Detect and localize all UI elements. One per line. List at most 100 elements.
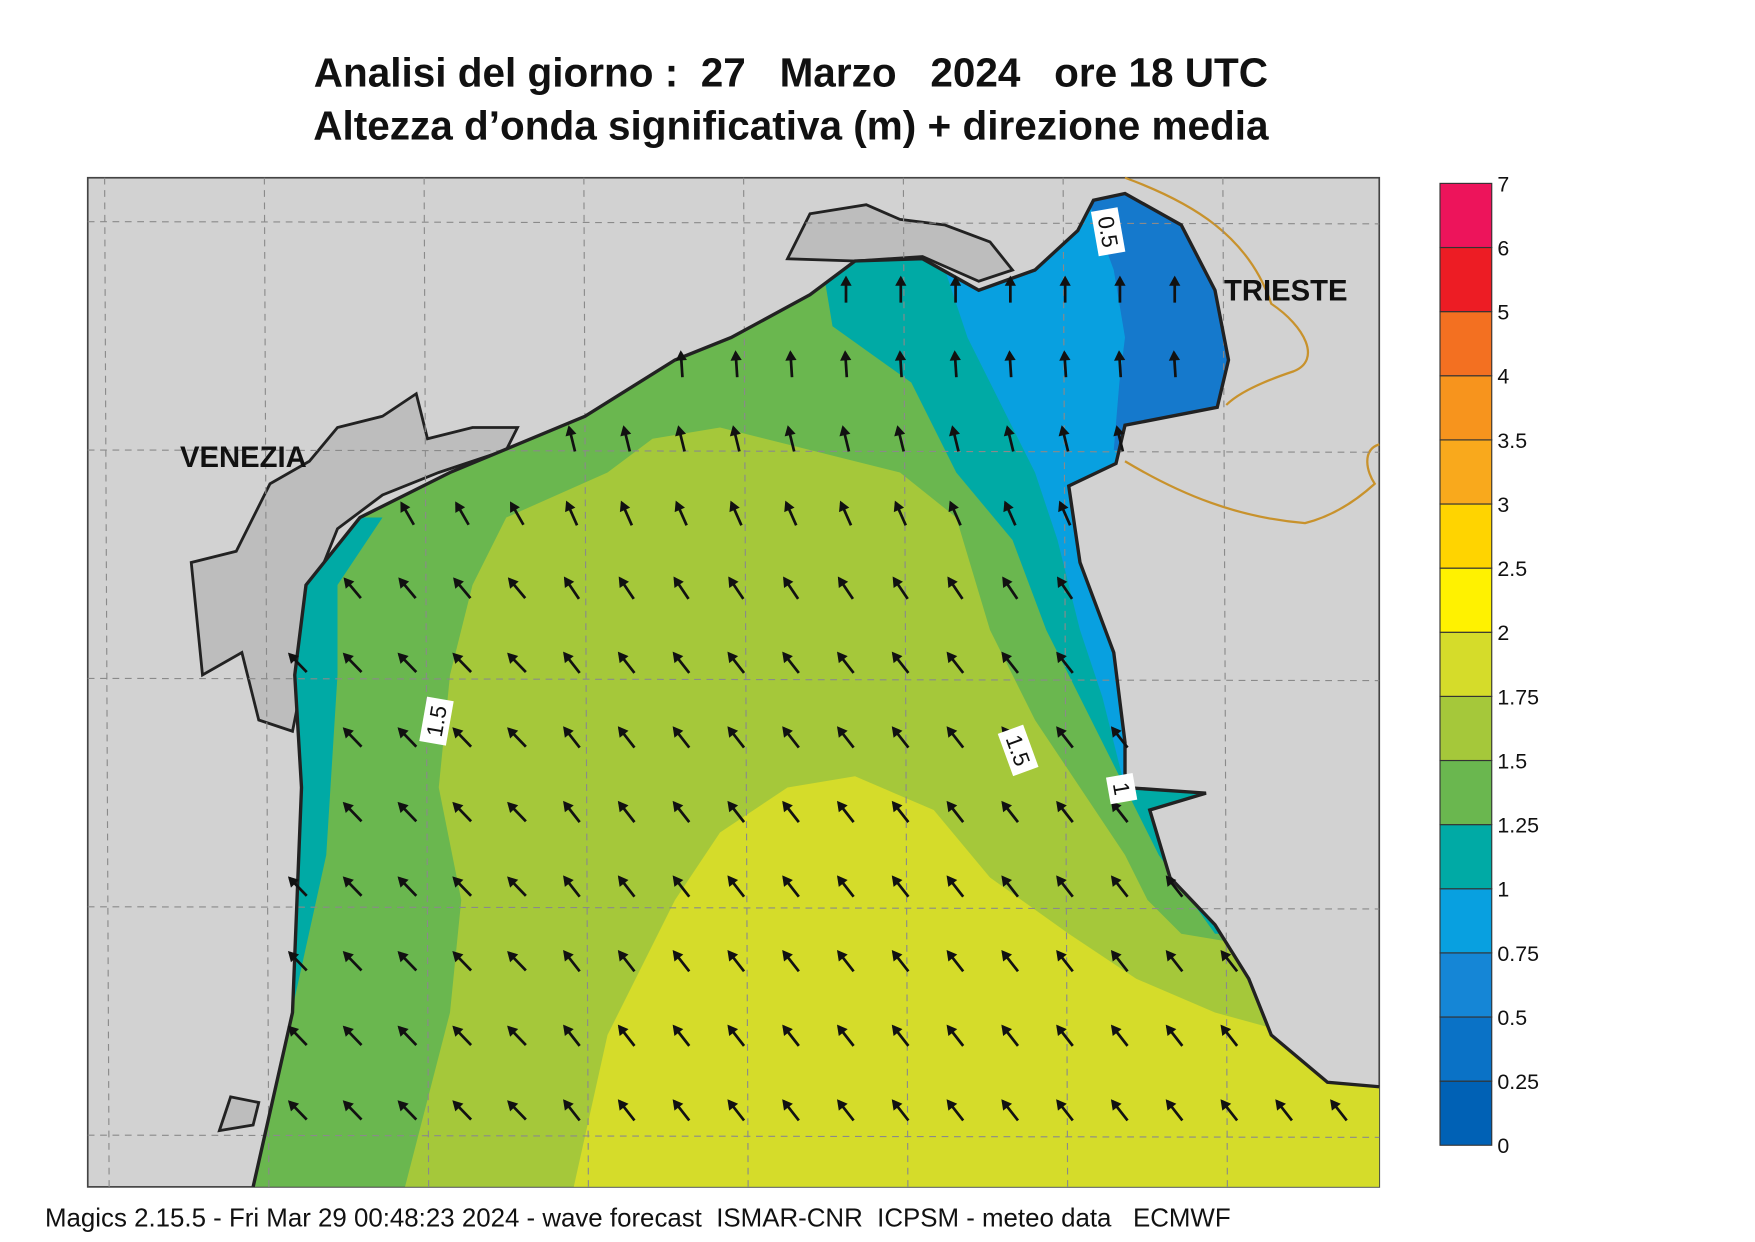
direction-arrow bbox=[1001, 651, 1020, 674]
direction-arrow bbox=[452, 1025, 473, 1046]
direction-arrow bbox=[342, 1100, 363, 1121]
direction-arrow bbox=[782, 875, 800, 898]
arrow-head bbox=[453, 577, 464, 589]
arrow-head bbox=[1001, 651, 1013, 664]
colorbar-swatch bbox=[1439, 246, 1493, 313]
colorbar-swatch bbox=[1439, 888, 1493, 954]
direction-arrow bbox=[837, 576, 855, 600]
arrow-head bbox=[452, 876, 464, 888]
arrow-head bbox=[947, 576, 958, 589]
arrow-head bbox=[342, 1025, 354, 1037]
colorbar-swatch bbox=[1439, 631, 1493, 697]
direction-arrow bbox=[672, 950, 691, 973]
arrow-head bbox=[1165, 950, 1177, 962]
arrow-head bbox=[1114, 275, 1126, 286]
arrows bbox=[287, 275, 1348, 1122]
arrow-head bbox=[1110, 875, 1122, 887]
arrow-head bbox=[1165, 875, 1177, 887]
direction-arrow bbox=[782, 950, 800, 973]
direction-arrow bbox=[452, 1100, 473, 1121]
arrow-head bbox=[727, 950, 739, 962]
colorbar-label: 5 bbox=[1497, 301, 1509, 325]
arrow-head bbox=[1002, 576, 1013, 589]
arrow-head bbox=[672, 726, 684, 738]
colorbar-label: 1 bbox=[1497, 878, 1509, 902]
direction-arrow bbox=[730, 350, 742, 378]
direction-arrow bbox=[1001, 1099, 1020, 1122]
grid-line bbox=[87, 221, 1380, 225]
arrow-head bbox=[672, 651, 684, 664]
direction-arrow bbox=[836, 800, 855, 823]
arrow-head bbox=[397, 1025, 409, 1037]
arrow-head bbox=[1001, 875, 1013, 887]
arrow-head bbox=[783, 576, 794, 589]
direction-arrow bbox=[836, 1024, 855, 1047]
arrow-head bbox=[727, 875, 739, 887]
direction-arrow bbox=[946, 1024, 965, 1047]
arrow-head bbox=[1220, 1024, 1232, 1037]
direction-arrow bbox=[342, 652, 363, 674]
direction-arrow bbox=[839, 425, 851, 452]
contour-text: 1 bbox=[1108, 780, 1135, 797]
arrow-head bbox=[563, 1024, 574, 1037]
arrow-head bbox=[618, 576, 630, 589]
arrow-head bbox=[397, 1100, 409, 1112]
colorbar-label: 0.75 bbox=[1497, 942, 1539, 966]
direction-arrow bbox=[673, 576, 690, 600]
arrow-head bbox=[946, 875, 958, 887]
direction-arrow bbox=[727, 651, 746, 674]
arrow-head bbox=[342, 876, 354, 888]
arrow-head bbox=[617, 1024, 629, 1037]
direction-arrow bbox=[1110, 875, 1129, 898]
direction-arrow bbox=[1002, 576, 1019, 600]
direction-arrow bbox=[287, 951, 308, 972]
arrow-head bbox=[1113, 425, 1125, 437]
direction-arrow bbox=[397, 951, 418, 972]
arrow-head bbox=[1003, 425, 1015, 437]
direction-arrow bbox=[946, 726, 965, 749]
direction-arrow bbox=[782, 651, 800, 674]
direction-arrow bbox=[1001, 875, 1020, 898]
arrow-head bbox=[728, 576, 739, 589]
direction-arrow bbox=[619, 500, 634, 526]
direction-arrow bbox=[452, 652, 473, 674]
border-line bbox=[1124, 176, 1380, 525]
arrow-head bbox=[563, 576, 575, 589]
colorbar-label: 1.5 bbox=[1497, 749, 1527, 773]
direction-arrow bbox=[620, 425, 632, 452]
arrow-head bbox=[617, 950, 629, 962]
direction-arrow bbox=[1220, 950, 1239, 973]
arrow-head bbox=[619, 500, 631, 513]
arrow-head bbox=[563, 875, 574, 887]
arrow-head bbox=[673, 576, 684, 589]
arrow-head bbox=[727, 1024, 739, 1037]
arrow-head bbox=[891, 800, 903, 813]
arrow-head bbox=[946, 651, 958, 664]
arrow-head bbox=[785, 350, 797, 361]
direction-arrow bbox=[1220, 1099, 1239, 1122]
arrow-head bbox=[563, 1099, 574, 1111]
direction-arrow bbox=[782, 726, 800, 749]
direction-arrow bbox=[1275, 1099, 1293, 1122]
direction-arrow bbox=[675, 425, 687, 452]
direction-arrow bbox=[617, 800, 636, 823]
direction-arrow bbox=[1056, 875, 1074, 898]
direction-arrow bbox=[894, 425, 906, 452]
direction-arrow bbox=[1056, 1024, 1074, 1047]
arrow-head bbox=[782, 875, 793, 887]
direction-arrow bbox=[342, 876, 363, 897]
arrow-head bbox=[672, 1099, 684, 1111]
direction-arrow bbox=[397, 801, 418, 823]
arrow-head bbox=[397, 727, 409, 739]
direction-arrow bbox=[946, 950, 965, 973]
arrow-head bbox=[1220, 1099, 1232, 1111]
direction-arrow bbox=[672, 800, 691, 823]
direction-arrow bbox=[782, 800, 800, 823]
direction-arrow bbox=[342, 951, 363, 972]
grid-line bbox=[87, 449, 1380, 453]
direction-arrow bbox=[672, 1024, 691, 1047]
arrow-head bbox=[1056, 726, 1067, 738]
direction-arrow bbox=[891, 875, 910, 898]
colorbar-swatch bbox=[1439, 824, 1493, 890]
colorbar-label: 4 bbox=[1497, 365, 1509, 389]
